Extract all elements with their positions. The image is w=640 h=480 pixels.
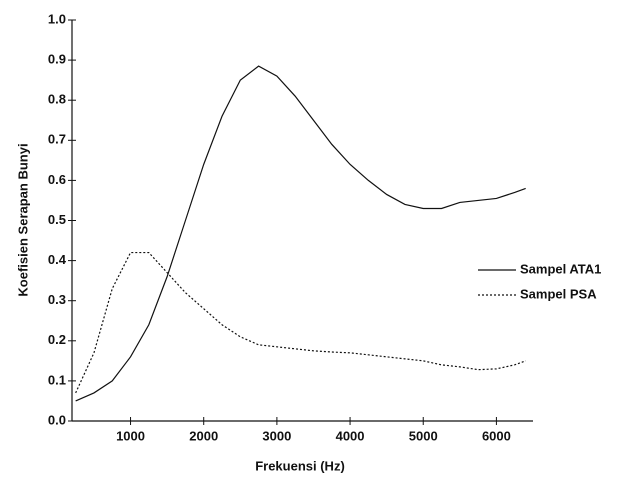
y-tick-label: 0.0 (48, 412, 66, 427)
y-tick-label: 0.6 (48, 172, 66, 187)
x-tick-label: 6000 (482, 428, 511, 443)
legend-label: Sampel ATA1 (520, 261, 601, 276)
x-tick-label: 5000 (409, 428, 438, 443)
x-tick-label: 3000 (262, 428, 291, 443)
y-tick-label: 1.0 (48, 11, 66, 26)
x-tick-label: 2000 (189, 428, 218, 443)
y-tick-label: 0.7 (48, 132, 66, 147)
legend-label: Sampel PSA (520, 286, 597, 301)
x-axis-label: Frekuensi (Hz) (255, 458, 345, 473)
x-tick-label: 1000 (116, 428, 145, 443)
line-series (75, 65, 526, 402)
line-series (75, 251, 526, 394)
y-tick-label: 0.8 (48, 92, 66, 107)
y-tick-label: 0.1 (48, 372, 66, 387)
y-tick-label: 0.5 (48, 212, 66, 227)
y-axis-label: Koefisien Serapan Bunyi (15, 143, 30, 296)
y-tick-label: 0.2 (48, 332, 66, 347)
y-tick-label: 0.3 (48, 292, 66, 307)
y-tick-label: 0.9 (48, 52, 66, 67)
y-tick-label: 0.4 (48, 252, 67, 267)
x-tick-label: 4000 (336, 428, 365, 443)
